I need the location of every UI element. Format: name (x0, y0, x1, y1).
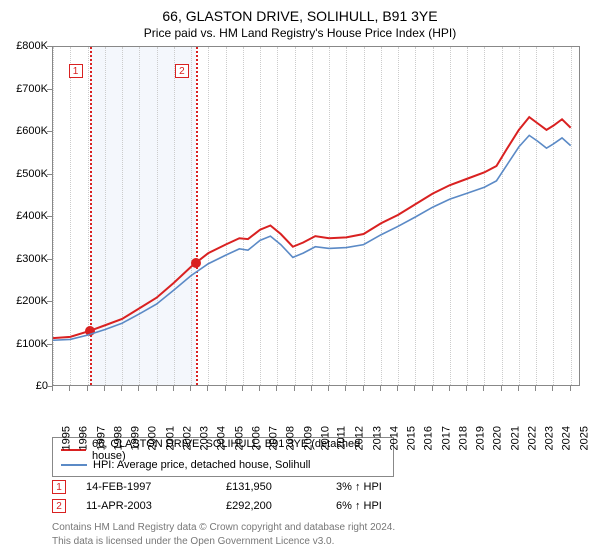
attribution-line: This data is licensed under the Open Gov… (52, 535, 395, 549)
x-axis-label: 2005 (233, 426, 245, 450)
sale-record-row: 1 14-FEB-1997 £131,950 3% ↑ HPI (52, 480, 382, 494)
x-axis-label: 2017 (440, 426, 452, 450)
x-axis-label: 2008 (285, 426, 297, 450)
x-axis-label: 2020 (492, 426, 504, 450)
sale-number-badge: 2 (52, 499, 66, 513)
x-axis-label: 2011 (336, 426, 348, 450)
legend-swatch (61, 464, 87, 466)
plot-area (52, 46, 580, 386)
x-axis-label: 2016 (423, 426, 435, 450)
sale-pct-vs-hpi: 6% ↑ HPI (336, 500, 382, 512)
x-axis-label: 2001 (164, 426, 176, 450)
x-axis-label: 2006 (250, 426, 262, 450)
x-axis-label: 2024 (561, 426, 573, 450)
x-axis-label: 2019 (475, 426, 487, 450)
sale-date: 14-FEB-1997 (86, 481, 206, 493)
x-axis-label: 2009 (302, 426, 314, 450)
x-axis-label: 2014 (388, 426, 400, 450)
y-axis-label: £300K (2, 253, 48, 265)
y-axis-label: £0 (2, 380, 48, 392)
sale-marker-badge: 2 (175, 64, 189, 78)
chart-subtitle: Price paid vs. HM Land Registry's House … (0, 24, 600, 44)
y-axis-label: £200K (2, 295, 48, 307)
x-axis-label: 2004 (216, 426, 228, 450)
sale-record-row: 2 11-APR-2003 £292,200 6% ↑ HPI (52, 499, 382, 513)
y-axis-label: £800K (2, 40, 48, 52)
x-axis-label: 1999 (130, 426, 142, 450)
series-line-property (53, 117, 571, 338)
x-axis-label: 2012 (354, 426, 366, 450)
x-axis-label: 1995 (60, 426, 72, 450)
x-axis-label: 2000 (147, 426, 159, 450)
attribution-text: Contains HM Land Registry data © Crown c… (52, 521, 395, 548)
y-axis-label: £500K (2, 168, 48, 180)
chart-lines (53, 47, 581, 387)
x-axis-label: 2013 (371, 426, 383, 450)
legend-label: HPI: Average price, detached house, Soli… (93, 459, 311, 471)
sale-price: £292,200 (226, 500, 316, 512)
x-axis-label: 2015 (406, 426, 418, 450)
x-axis-label: 2007 (268, 426, 280, 450)
sale-date: 11-APR-2003 (86, 500, 206, 512)
y-axis-label: £400K (2, 210, 48, 222)
x-axis-label: 2022 (526, 426, 538, 450)
attribution-line: Contains HM Land Registry data © Crown c… (52, 521, 395, 535)
chart-container: 66, GLASTON DRIVE, SOLIHULL, B91 3YE Pri… (0, 0, 600, 560)
sale-price: £131,950 (226, 481, 316, 493)
x-axis-label: 2018 (457, 426, 469, 450)
x-axis-label: 1996 (78, 426, 90, 450)
x-axis-label: 2023 (544, 426, 556, 450)
x-axis-label: 1997 (95, 426, 107, 450)
chart-title: 66, GLASTON DRIVE, SOLIHULL, B91 3YE (0, 0, 600, 24)
sale-pct-vs-hpi: 3% ↑ HPI (336, 481, 382, 493)
x-axis-label: 1998 (112, 426, 124, 450)
y-axis-label: £600K (2, 125, 48, 137)
x-axis-label: 2002 (181, 426, 193, 450)
y-axis-label: £100K (2, 338, 48, 350)
x-axis-label: 2010 (319, 426, 331, 450)
x-axis-label: 2021 (509, 426, 521, 450)
y-axis-label: £700K (2, 83, 48, 95)
x-axis-label: 2025 (578, 426, 590, 450)
sale-marker-badge: 1 (69, 64, 83, 78)
sale-number-badge: 1 (52, 480, 66, 494)
x-axis-label: 2003 (199, 426, 211, 450)
